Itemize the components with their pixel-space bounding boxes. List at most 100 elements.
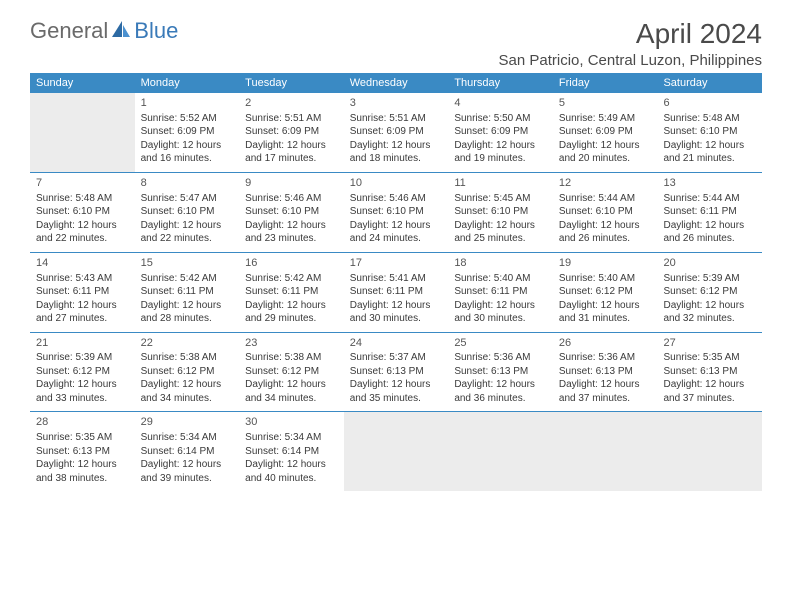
weekday-header: Thursday bbox=[448, 73, 553, 93]
sunrise-line: Sunrise: 5:38 AM bbox=[245, 351, 338, 365]
day-number: 3 bbox=[350, 96, 443, 111]
daylight-line: Daylight: 12 hours bbox=[245, 219, 338, 233]
daylight-line: Daylight: 12 hours bbox=[245, 139, 338, 153]
sunrise-line: Sunrise: 5:35 AM bbox=[36, 431, 129, 445]
sunset-line: Sunset: 6:10 PM bbox=[36, 205, 129, 219]
day-number: 19 bbox=[559, 256, 652, 271]
calendar: SundayMondayTuesdayWednesdayThursdayFrid… bbox=[0, 73, 792, 491]
sunset-line: Sunset: 6:09 PM bbox=[559, 125, 652, 139]
day-cell: 27Sunrise: 5:35 AMSunset: 6:13 PMDayligh… bbox=[657, 333, 762, 412]
daylight-line: Daylight: 12 hours bbox=[350, 139, 443, 153]
sunrise-line: Sunrise: 5:46 AM bbox=[350, 192, 443, 206]
day-number: 28 bbox=[36, 415, 129, 430]
day-cell: 2Sunrise: 5:51 AMSunset: 6:09 PMDaylight… bbox=[239, 93, 344, 172]
weekday-header: Sunday bbox=[30, 73, 135, 93]
daylight-line: Daylight: 12 hours bbox=[141, 139, 234, 153]
weekday-header: Saturday bbox=[657, 73, 762, 93]
day-number: 21 bbox=[36, 336, 129, 351]
sunset-line: Sunset: 6:10 PM bbox=[663, 125, 756, 139]
day-number: 24 bbox=[350, 336, 443, 351]
day-number: 7 bbox=[36, 176, 129, 191]
weekday-header: Wednesday bbox=[344, 73, 449, 93]
day-cell: 23Sunrise: 5:38 AMSunset: 6:12 PMDayligh… bbox=[239, 333, 344, 412]
day-cell: 30Sunrise: 5:34 AMSunset: 6:14 PMDayligh… bbox=[239, 412, 344, 491]
day-cell: 24Sunrise: 5:37 AMSunset: 6:13 PMDayligh… bbox=[344, 333, 449, 412]
day-cell: 21Sunrise: 5:39 AMSunset: 6:12 PMDayligh… bbox=[30, 333, 135, 412]
day-cell: 14Sunrise: 5:43 AMSunset: 6:11 PMDayligh… bbox=[30, 253, 135, 332]
daylight-line: and 34 minutes. bbox=[141, 392, 234, 406]
daylight-line: and 37 minutes. bbox=[559, 392, 652, 406]
sunset-line: Sunset: 6:11 PM bbox=[245, 285, 338, 299]
day-number: 30 bbox=[245, 415, 338, 430]
day-cell: 16Sunrise: 5:42 AMSunset: 6:11 PMDayligh… bbox=[239, 253, 344, 332]
empty-day-cell bbox=[30, 93, 135, 172]
weekday-header: Monday bbox=[135, 73, 240, 93]
daylight-line: and 23 minutes. bbox=[245, 232, 338, 246]
sunset-line: Sunset: 6:09 PM bbox=[350, 125, 443, 139]
empty-day-cell bbox=[553, 412, 658, 491]
daylight-line: Daylight: 12 hours bbox=[245, 378, 338, 392]
daylight-line: and 40 minutes. bbox=[245, 472, 338, 486]
daylight-line: and 32 minutes. bbox=[663, 312, 756, 326]
sunrise-line: Sunrise: 5:44 AM bbox=[663, 192, 756, 206]
sunset-line: Sunset: 6:11 PM bbox=[141, 285, 234, 299]
daylight-line: Daylight: 12 hours bbox=[350, 219, 443, 233]
day-cell: 18Sunrise: 5:40 AMSunset: 6:11 PMDayligh… bbox=[448, 253, 553, 332]
sunrise-line: Sunrise: 5:50 AM bbox=[454, 112, 547, 126]
sunset-line: Sunset: 6:12 PM bbox=[245, 365, 338, 379]
daylight-line: Daylight: 12 hours bbox=[559, 139, 652, 153]
day-number: 15 bbox=[141, 256, 234, 271]
sunrise-line: Sunrise: 5:46 AM bbox=[245, 192, 338, 206]
day-number: 16 bbox=[245, 256, 338, 271]
daylight-line: Daylight: 12 hours bbox=[245, 458, 338, 472]
day-number: 14 bbox=[36, 256, 129, 271]
daylight-line: and 36 minutes. bbox=[454, 392, 547, 406]
daylight-line: Daylight: 12 hours bbox=[141, 219, 234, 233]
logo-text-general: General bbox=[30, 18, 108, 44]
daylight-line: and 26 minutes. bbox=[663, 232, 756, 246]
daylight-line: Daylight: 12 hours bbox=[36, 299, 129, 313]
daylight-line: and 18 minutes. bbox=[350, 152, 443, 166]
sunset-line: Sunset: 6:09 PM bbox=[454, 125, 547, 139]
day-cell: 25Sunrise: 5:36 AMSunset: 6:13 PMDayligh… bbox=[448, 333, 553, 412]
sunrise-line: Sunrise: 5:38 AM bbox=[141, 351, 234, 365]
sunrise-line: Sunrise: 5:39 AM bbox=[663, 272, 756, 286]
daylight-line: and 33 minutes. bbox=[36, 392, 129, 406]
day-number: 11 bbox=[454, 176, 547, 191]
sunset-line: Sunset: 6:13 PM bbox=[559, 365, 652, 379]
week-row: 28Sunrise: 5:35 AMSunset: 6:13 PMDayligh… bbox=[30, 412, 762, 491]
day-number: 18 bbox=[454, 256, 547, 271]
daylight-line: and 34 minutes. bbox=[245, 392, 338, 406]
sunset-line: Sunset: 6:14 PM bbox=[245, 445, 338, 459]
day-number: 5 bbox=[559, 96, 652, 111]
daylight-line: and 27 minutes. bbox=[36, 312, 129, 326]
header: General Blue April 2024 San Patricio, Ce… bbox=[0, 0, 792, 73]
sunset-line: Sunset: 6:12 PM bbox=[141, 365, 234, 379]
week-row: 7Sunrise: 5:48 AMSunset: 6:10 PMDaylight… bbox=[30, 173, 762, 253]
weekday-header: Friday bbox=[553, 73, 658, 93]
daylight-line: Daylight: 12 hours bbox=[663, 219, 756, 233]
daylight-line: Daylight: 12 hours bbox=[663, 299, 756, 313]
sunrise-line: Sunrise: 5:41 AM bbox=[350, 272, 443, 286]
day-cell: 11Sunrise: 5:45 AMSunset: 6:10 PMDayligh… bbox=[448, 173, 553, 252]
logo-text-blue: Blue bbox=[134, 18, 178, 44]
sunset-line: Sunset: 6:10 PM bbox=[350, 205, 443, 219]
day-cell: 4Sunrise: 5:50 AMSunset: 6:09 PMDaylight… bbox=[448, 93, 553, 172]
sunrise-line: Sunrise: 5:40 AM bbox=[559, 272, 652, 286]
daylight-line: Daylight: 12 hours bbox=[36, 378, 129, 392]
day-cell: 7Sunrise: 5:48 AMSunset: 6:10 PMDaylight… bbox=[30, 173, 135, 252]
day-cell: 15Sunrise: 5:42 AMSunset: 6:11 PMDayligh… bbox=[135, 253, 240, 332]
sunrise-line: Sunrise: 5:40 AM bbox=[454, 272, 547, 286]
week-row: 1Sunrise: 5:52 AMSunset: 6:09 PMDaylight… bbox=[30, 93, 762, 173]
sunset-line: Sunset: 6:13 PM bbox=[350, 365, 443, 379]
sunset-line: Sunset: 6:14 PM bbox=[141, 445, 234, 459]
daylight-line: Daylight: 12 hours bbox=[245, 299, 338, 313]
sunset-line: Sunset: 6:12 PM bbox=[559, 285, 652, 299]
day-cell: 10Sunrise: 5:46 AMSunset: 6:10 PMDayligh… bbox=[344, 173, 449, 252]
daylight-line: and 35 minutes. bbox=[350, 392, 443, 406]
daylight-line: and 29 minutes. bbox=[245, 312, 338, 326]
daylight-line: Daylight: 12 hours bbox=[663, 139, 756, 153]
day-cell: 26Sunrise: 5:36 AMSunset: 6:13 PMDayligh… bbox=[553, 333, 658, 412]
sunset-line: Sunset: 6:12 PM bbox=[663, 285, 756, 299]
day-cell: 20Sunrise: 5:39 AMSunset: 6:12 PMDayligh… bbox=[657, 253, 762, 332]
